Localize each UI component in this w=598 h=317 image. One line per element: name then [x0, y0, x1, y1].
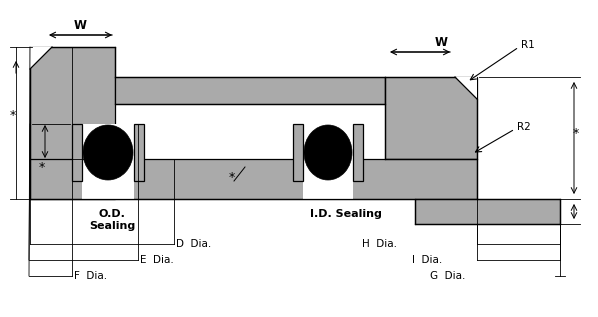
Text: *: *	[39, 160, 45, 173]
Text: E  Dia.: E Dia.	[140, 255, 174, 265]
Polygon shape	[415, 199, 560, 224]
Polygon shape	[134, 124, 144, 181]
Polygon shape	[30, 159, 477, 199]
Text: R2: R2	[517, 122, 531, 132]
Polygon shape	[353, 124, 363, 181]
Text: I.D. Sealing: I.D. Sealing	[310, 209, 382, 219]
Polygon shape	[115, 77, 385, 104]
Text: I  Dia.: I Dia.	[412, 255, 443, 265]
Ellipse shape	[83, 125, 133, 180]
Polygon shape	[30, 47, 115, 199]
Text: W: W	[435, 36, 447, 49]
Text: G  Dia.: G Dia.	[430, 271, 465, 281]
Text: H  Dia.: H Dia.	[362, 239, 397, 249]
Polygon shape	[30, 47, 52, 69]
Ellipse shape	[304, 125, 352, 180]
Text: *: *	[10, 108, 16, 121]
Text: *: *	[229, 171, 235, 184]
Text: W: W	[74, 19, 87, 32]
Polygon shape	[82, 124, 134, 199]
Polygon shape	[72, 124, 82, 181]
Polygon shape	[303, 124, 353, 199]
Text: D  Dia.: D Dia.	[176, 239, 211, 249]
Text: *: *	[573, 126, 579, 139]
Polygon shape	[385, 77, 477, 159]
Text: O.D.
Sealing: O.D. Sealing	[89, 209, 135, 230]
Polygon shape	[455, 77, 477, 99]
Polygon shape	[293, 124, 303, 181]
Text: F  Dia.: F Dia.	[74, 271, 107, 281]
Text: R1: R1	[521, 40, 535, 50]
